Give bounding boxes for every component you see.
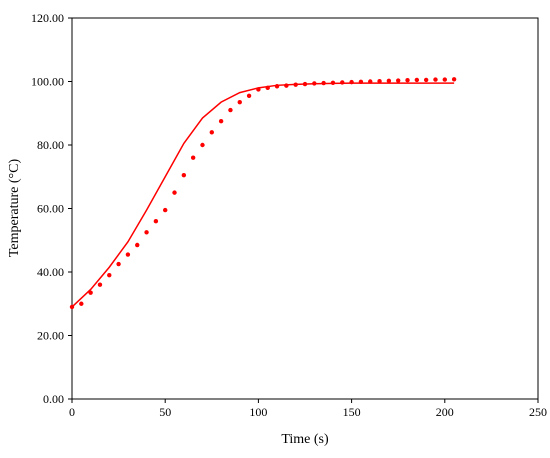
series-point <box>209 130 214 135</box>
series-point <box>405 78 410 83</box>
series-point <box>228 107 233 113</box>
series-point <box>116 261 121 267</box>
series-point <box>396 78 401 83</box>
series-point <box>125 252 131 257</box>
series-point <box>97 282 103 287</box>
series-point <box>349 79 354 85</box>
y-tick-label: 60.00 <box>37 202 64 216</box>
x-tick-label: 0 <box>69 405 75 419</box>
series-point <box>433 77 438 82</box>
y-tick-label: 40.00 <box>37 265 64 279</box>
y-tick-label: 0.00 <box>43 392 64 406</box>
series-point <box>265 85 270 91</box>
y-axis-ticks: 0.00 20.00 40.00 60.00 80.00 100.00 120.00 <box>31 11 72 406</box>
series-point <box>368 79 373 84</box>
series-line-0 <box>71 82 455 308</box>
series-point <box>284 83 289 88</box>
x-tick-label: 150 <box>343 405 361 419</box>
series-point <box>451 77 457 82</box>
series-point <box>163 207 168 213</box>
series-point <box>79 301 84 306</box>
series-point <box>172 190 177 195</box>
series-point <box>190 155 196 160</box>
series-point <box>237 99 242 105</box>
series-point <box>293 82 298 87</box>
series-point <box>181 172 187 178</box>
plot-area <box>71 17 539 400</box>
series-point <box>144 230 149 235</box>
series-point <box>321 80 326 86</box>
series-point <box>135 242 140 248</box>
series-point <box>414 77 420 83</box>
series-point <box>302 81 308 87</box>
series-point <box>340 80 345 85</box>
y-tick-label: 100.00 <box>31 75 64 89</box>
series-point <box>200 142 205 148</box>
series-point <box>377 78 382 84</box>
x-axis-title: Time (s) <box>281 432 329 447</box>
y-tick-label: 120.00 <box>31 11 64 25</box>
series-point <box>88 290 93 295</box>
series-point <box>69 304 75 310</box>
x-tick-label: 50 <box>159 405 171 419</box>
series-point <box>218 118 224 124</box>
x-tick-label: 100 <box>249 405 267 419</box>
x-axis-ticks: 0 50 100 150 200 250 <box>69 399 547 419</box>
series-point <box>386 78 392 84</box>
x-tick-label: 200 <box>436 405 454 419</box>
y-tick-label: 80.00 <box>37 138 64 152</box>
series-point <box>312 81 317 86</box>
series-point <box>274 84 280 89</box>
x-tick-label: 250 <box>529 405 547 419</box>
series-point <box>423 77 429 83</box>
series-point <box>442 77 447 82</box>
series-point <box>330 80 336 85</box>
series-point <box>358 79 364 85</box>
series-point <box>107 272 112 278</box>
series-point <box>246 93 252 98</box>
series-point <box>153 219 159 224</box>
series-layer <box>69 77 457 310</box>
y-tick-label: 20.00 <box>37 329 64 343</box>
series-point <box>256 87 261 92</box>
y-axis-title: Temperature (°C) <box>7 159 22 258</box>
